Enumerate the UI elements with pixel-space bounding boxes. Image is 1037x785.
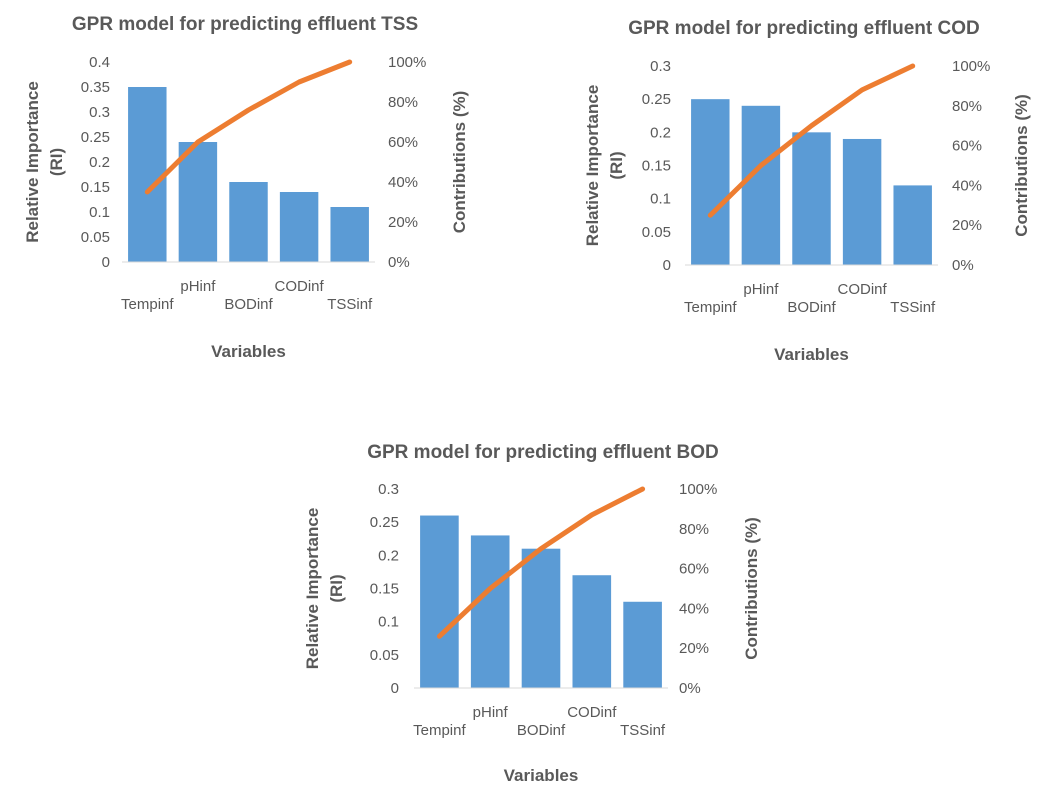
y2-tick-label: 80% bbox=[388, 94, 418, 111]
y-tick-label: 0.1 bbox=[378, 614, 399, 631]
bar-phinf bbox=[741, 105, 781, 265]
y-tick-label: 0 bbox=[663, 257, 671, 274]
y-tick-label: 0.2 bbox=[378, 547, 399, 564]
y-axis-title: Relative Importance bbox=[303, 508, 322, 670]
x-axis-title: Variables bbox=[211, 342, 286, 361]
y2-tick-label: 60% bbox=[388, 134, 418, 151]
chart-title: GPR model for predicting effluent TSS bbox=[72, 14, 418, 35]
chart-cod: GPR model for predicting effluent COD 0 0.… bbox=[583, 18, 1031, 364]
y-tick-label: 0.05 bbox=[642, 224, 671, 241]
y2-axis-title: Contributions (%) bbox=[1012, 94, 1031, 237]
y2-tick-label: 100% bbox=[679, 481, 717, 498]
y2-tick-label: 40% bbox=[952, 177, 982, 194]
bar-phinf bbox=[178, 142, 218, 262]
y2-tick-label: 100% bbox=[952, 58, 990, 75]
y2-tick-label: 0% bbox=[679, 680, 701, 697]
contribution-line bbox=[144, 59, 353, 195]
y2-tick-label: 80% bbox=[952, 98, 982, 115]
y2-tick-label: 60% bbox=[952, 138, 982, 155]
bar-tssinf bbox=[893, 185, 932, 265]
bar-tssinf bbox=[330, 207, 369, 262]
x-tick-label: CODinf bbox=[838, 281, 888, 298]
y-tick-label: 0.2 bbox=[650, 124, 671, 141]
x-tick-label: Tempinf bbox=[413, 722, 466, 739]
x-axis-title: Variables bbox=[774, 345, 849, 364]
bar-bodinf bbox=[229, 182, 268, 262]
y2-tick-label: 40% bbox=[679, 600, 709, 617]
y2-tick-label: 60% bbox=[679, 561, 709, 578]
y2-tick-label: 0% bbox=[388, 254, 410, 271]
x-tick-label: BODinf bbox=[787, 299, 836, 316]
y-tick-label: 0.3 bbox=[650, 58, 671, 75]
bar-tempinf bbox=[128, 87, 167, 262]
chart-title: GPR model for predicting effluent COD bbox=[628, 18, 980, 39]
y-tick-label: 0.25 bbox=[642, 91, 671, 108]
y-tick-label: 0.3 bbox=[89, 104, 110, 121]
y-tick-label: 0.15 bbox=[642, 158, 671, 175]
x-tick-label: pHinf bbox=[473, 704, 509, 721]
bar-tempinf bbox=[691, 99, 730, 266]
y2-tick-label: 20% bbox=[952, 217, 982, 234]
y-tick-label: 0.15 bbox=[370, 581, 399, 598]
y-axis-title: (RI) bbox=[607, 151, 626, 179]
chart-bod: GPR model for predicting effluent BOD 0 0.… bbox=[303, 442, 761, 785]
x-tick-label: CODinf bbox=[275, 278, 325, 295]
y-tick-label: 0 bbox=[391, 680, 399, 697]
y-tick-label: 0.35 bbox=[81, 79, 110, 96]
x-tick-label: TSSinf bbox=[327, 296, 373, 313]
x-tick-label: Tempinf bbox=[684, 299, 737, 316]
x-tick-label: CODinf bbox=[567, 704, 617, 721]
x-tick-label: TSSinf bbox=[890, 299, 936, 316]
y-tick-label: 0.25 bbox=[370, 514, 399, 531]
y-tick-label: 0.2 bbox=[89, 154, 110, 171]
chart-tss: GPR model for predicting effluent TSS 0 0.… bbox=[23, 14, 469, 361]
x-axis-title: Variables bbox=[504, 766, 579, 785]
y-tick-label: 0.05 bbox=[370, 647, 399, 664]
y-tick-label: 0.1 bbox=[650, 191, 671, 208]
y-tick-label: 0.4 bbox=[89, 54, 110, 71]
bar-codinf bbox=[279, 192, 319, 262]
x-tick-label: BODinf bbox=[224, 296, 273, 313]
y2-tick-label: 20% bbox=[679, 640, 709, 657]
x-tick-label: BODinf bbox=[517, 722, 566, 739]
bar-codinf bbox=[572, 575, 612, 688]
x-tick-label: pHinf bbox=[180, 278, 216, 295]
y2-axis-title: Contributions (%) bbox=[450, 91, 469, 234]
y2-tick-label: 100% bbox=[388, 54, 426, 71]
bar-bodinf bbox=[792, 132, 831, 265]
y-tick-label: 0.05 bbox=[81, 229, 110, 246]
y-axis-title: Relative Importance bbox=[23, 81, 42, 243]
y-tick-label: 0.3 bbox=[378, 481, 399, 498]
y-tick-label: 0 bbox=[102, 254, 110, 271]
y2-tick-label: 80% bbox=[679, 521, 709, 538]
bar-phinf bbox=[470, 535, 510, 688]
y2-tick-label: 20% bbox=[388, 214, 418, 231]
y-tick-label: 0.1 bbox=[89, 204, 110, 221]
y-tick-label: 0.15 bbox=[81, 179, 110, 196]
y-axis-title: Relative Importance bbox=[583, 85, 602, 247]
bar-tssinf bbox=[623, 601, 662, 688]
x-tick-label: pHinf bbox=[743, 281, 779, 298]
y2-tick-label: 40% bbox=[388, 174, 418, 191]
x-tick-label: TSSinf bbox=[620, 722, 666, 739]
y2-tick-label: 0% bbox=[952, 257, 974, 274]
y-tick-label: 0.25 bbox=[81, 129, 110, 146]
chart-title: GPR model for predicting effluent BOD bbox=[367, 442, 719, 463]
y2-axis-title: Contributions (%) bbox=[742, 517, 761, 660]
bar-bodinf bbox=[521, 548, 561, 688]
x-tick-label: Tempinf bbox=[121, 296, 174, 313]
bar-codinf bbox=[842, 138, 882, 265]
y-axis-title: (RI) bbox=[47, 148, 66, 176]
y-axis-title: (RI) bbox=[327, 574, 346, 602]
bar-tempinf bbox=[420, 515, 459, 688]
